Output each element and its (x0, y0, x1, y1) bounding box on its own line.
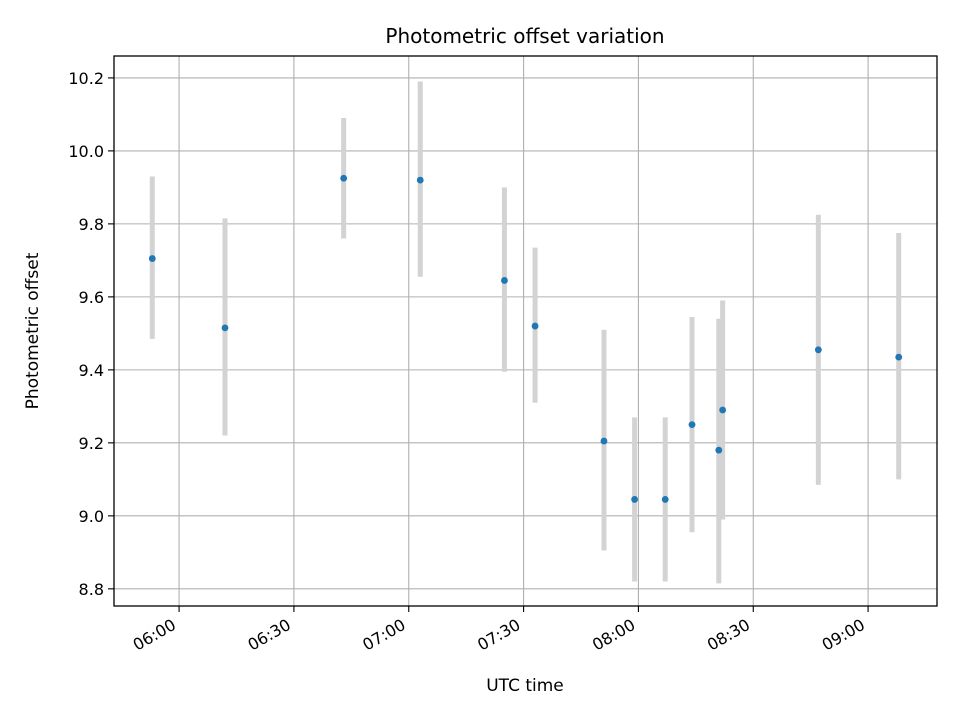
data-point (631, 496, 638, 503)
x-axis-title: UTC time (486, 676, 564, 696)
y-tick-label: 8.8 (79, 580, 104, 599)
y-tick-label: 10.0 (68, 142, 104, 161)
data-point (688, 421, 696, 429)
y-tick-label: 9.0 (79, 507, 104, 526)
data-point (600, 437, 608, 445)
data-point (719, 406, 727, 414)
data-point (715, 446, 723, 454)
data-point (895, 353, 903, 361)
y-tick-label: 9.4 (79, 361, 104, 380)
data-point (531, 322, 539, 330)
y-axis-title: Photometric offset (23, 252, 43, 409)
data-point (501, 277, 508, 284)
y-tick-label: 9.2 (79, 434, 104, 453)
y-axis-ticks: 8.8 9.0 9.2 9.4 9.6 9.8 10.0 10.2 (68, 69, 114, 599)
data-point (340, 174, 348, 182)
plot-area-frame (113, 55, 938, 607)
y-tick-label: 9.6 (79, 288, 104, 307)
y-tick-label: 9.8 (79, 215, 104, 234)
data-point (661, 496, 669, 503)
data-points (148, 174, 903, 503)
chart-title: Photometric offset variation (385, 24, 664, 48)
grid (114, 56, 937, 606)
y-tick-label: 10.2 (68, 69, 104, 88)
data-point (814, 346, 822, 354)
data-point (148, 255, 156, 262)
data-point (221, 324, 229, 332)
data-point (416, 176, 424, 184)
